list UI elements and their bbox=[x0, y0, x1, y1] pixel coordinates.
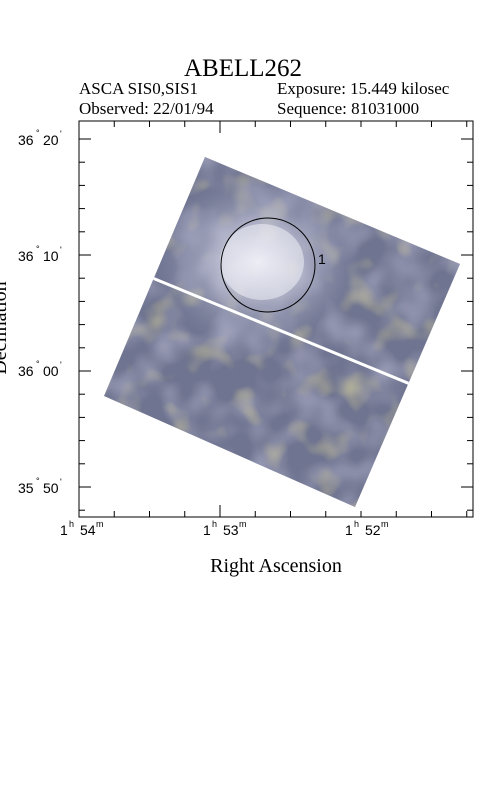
svg-text:': ' bbox=[60, 360, 62, 370]
svg-text:m: m bbox=[96, 519, 104, 529]
observed-date: Observed: 22/01/94 bbox=[79, 99, 214, 118]
x-axis-label: Right Ascension bbox=[210, 555, 342, 577]
svg-text:h: h bbox=[354, 519, 359, 529]
svg-text:53: 53 bbox=[223, 522, 239, 538]
source-region-circle bbox=[220, 217, 316, 313]
sis-detector-image bbox=[104, 157, 460, 507]
svg-text:°: ° bbox=[36, 476, 40, 486]
plot-title: ABELL262 bbox=[183, 55, 303, 82]
svg-text:36: 36 bbox=[18, 132, 34, 148]
y-tick-label-0: 36 ° 20 ' bbox=[18, 128, 62, 148]
svg-text:°: ° bbox=[36, 244, 40, 254]
svg-text:1: 1 bbox=[345, 522, 353, 538]
y-tick-label-1: 36 ° 10 ' bbox=[18, 244, 62, 264]
y-tick-label-2: 36 ° 00 ' bbox=[18, 359, 62, 379]
x-tick-label-0: 1 h 54 m bbox=[60, 519, 104, 538]
cluster-core bbox=[220, 224, 304, 300]
svg-text:52: 52 bbox=[365, 522, 381, 538]
x-tick-label-1: 1 h 53 m bbox=[203, 519, 247, 538]
svg-text:m: m bbox=[239, 519, 247, 529]
svg-text:1: 1 bbox=[203, 522, 211, 538]
plot-frame bbox=[78, 120, 474, 518]
x-tick-label-2: 1 h 52 m bbox=[345, 519, 389, 538]
exposure-time: Exposure: 15.449 kilosec bbox=[277, 79, 450, 98]
svg-text:': ' bbox=[60, 477, 62, 487]
svg-text:36: 36 bbox=[18, 363, 34, 379]
svg-text:h: h bbox=[69, 519, 74, 529]
svg-text:°: ° bbox=[36, 359, 40, 369]
svg-text:': ' bbox=[60, 129, 62, 139]
axis-ticks bbox=[78, 121, 473, 517]
sequence-number: Sequence: 81031000 bbox=[277, 99, 420, 118]
svg-text:1: 1 bbox=[60, 522, 68, 538]
svg-text:36: 36 bbox=[18, 248, 34, 264]
y-axis-label: Declination bbox=[0, 281, 11, 375]
svg-text:': ' bbox=[60, 245, 62, 255]
svg-text:54: 54 bbox=[80, 522, 96, 538]
svg-text:m: m bbox=[381, 519, 389, 529]
svg-text:00: 00 bbox=[43, 363, 59, 379]
svg-text:50: 50 bbox=[43, 480, 59, 496]
svg-text:20: 20 bbox=[43, 132, 59, 148]
svg-text:h: h bbox=[212, 519, 217, 529]
svg-text:°: ° bbox=[36, 128, 40, 138]
chip-gap bbox=[149, 275, 416, 388]
svg-text:10: 10 bbox=[43, 248, 59, 264]
y-tick-label-3: 35 ° 50 ' bbox=[18, 476, 62, 496]
source-region-label: 1 bbox=[318, 251, 326, 267]
instrument-label: ASCA SIS0,SIS1 bbox=[79, 79, 199, 98]
svg-text:35: 35 bbox=[18, 480, 34, 496]
